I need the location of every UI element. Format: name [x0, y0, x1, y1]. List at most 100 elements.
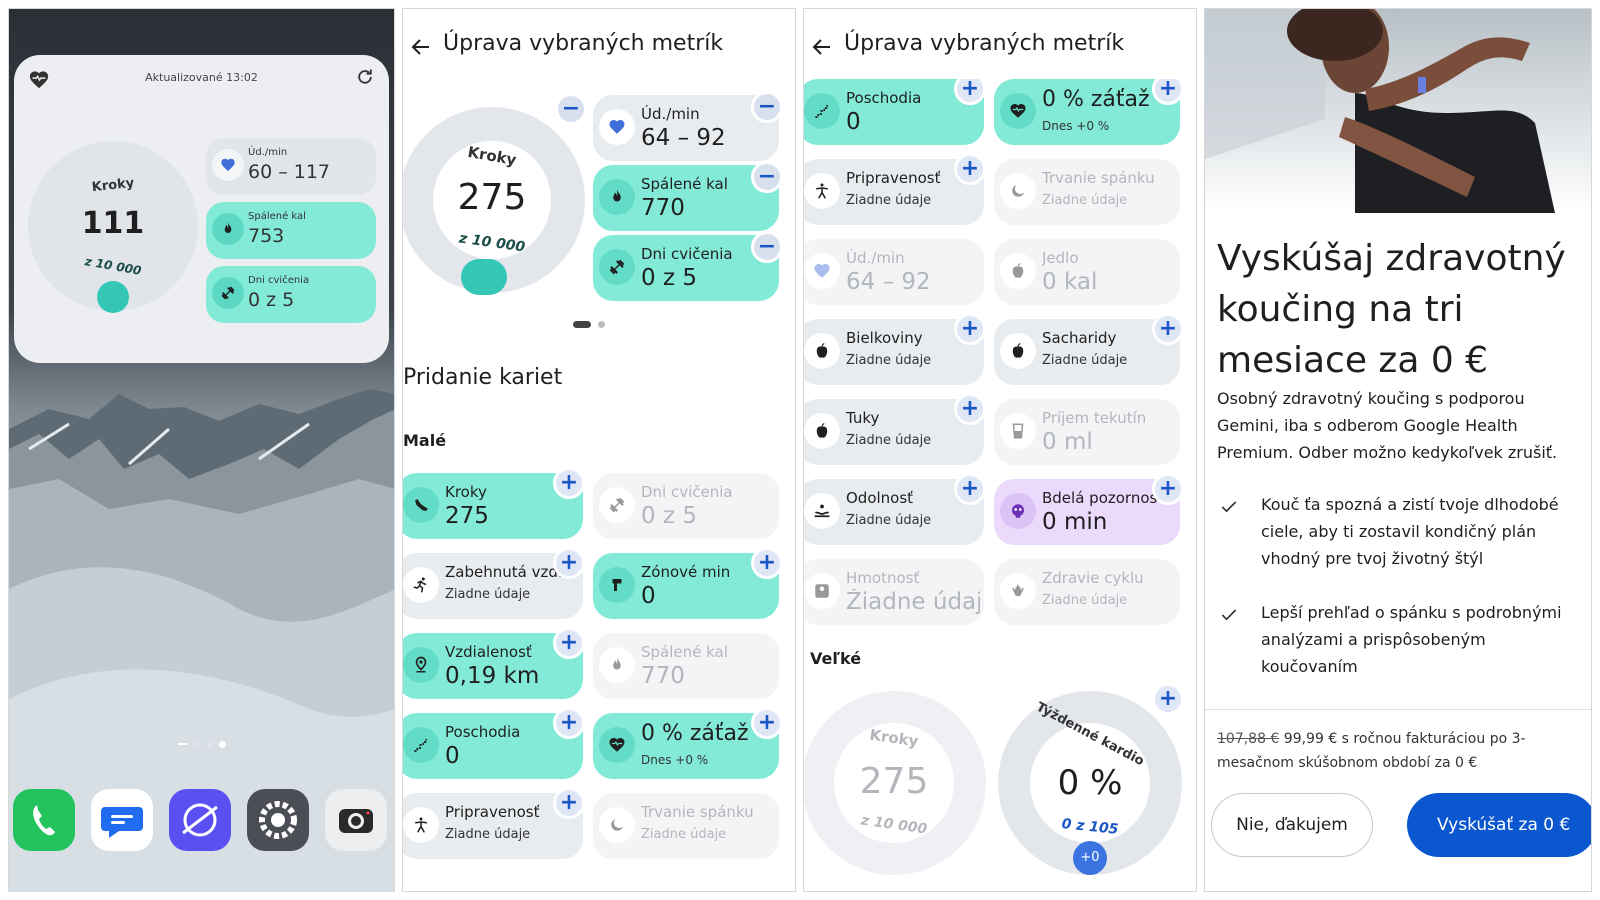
card-title: Spálené kal [641, 643, 728, 661]
card-subtitle: Žiadne údaje [846, 193, 932, 208]
add-big-card-weekly-cardio[interactable]: Týždenné kardio 0 % 0 z 105 +0 [998, 691, 1182, 875]
add-alertness-button[interactable]: + [1152, 473, 1184, 505]
card-title: Bielkoviny [846, 329, 923, 347]
add-zone-minutes-button[interactable]: + [751, 547, 783, 579]
steps-value: 275 [457, 177, 527, 218]
add-carbs-button[interactable]: + [1152, 313, 1184, 345]
fire-icon [599, 647, 635, 683]
apple-icon [804, 333, 840, 369]
add-card-carbs[interactable]: Sacharidy Žiadne údaje [994, 319, 1180, 385]
widget-card-exercise-days[interactable]: Dni cvičenia 0 z 5 [206, 266, 376, 323]
app-bar: Úprava vybraných metrík [804, 9, 1196, 79]
add-resilience-button[interactable]: + [954, 473, 986, 505]
widget-card-calories[interactable]: Spálené kal 753 [206, 202, 376, 259]
remove-calories-button[interactable]: − [751, 161, 783, 193]
card-title: Poschodia [846, 89, 922, 107]
fitness-widget[interactable]: Aktualizované 13:02 Kroky 111 z 10 000 Ú… [14, 55, 389, 363]
card-title: Vzdialenosť [445, 643, 532, 661]
add-card-alertness[interactable]: Bdelá pozornosť 0 min [994, 479, 1180, 545]
phone-app-icon[interactable] [13, 789, 75, 851]
card-title: Kroky [445, 483, 487, 501]
add-card-distance[interactable]: Vzdialenosť 0,19 km [403, 633, 583, 699]
card-title: Trvanie spánku [1042, 169, 1155, 187]
remove-exercise-days-button[interactable]: − [751, 231, 783, 263]
readiness-figure-icon [403, 807, 439, 843]
card-title: Odolnosť [846, 489, 914, 507]
add-weekly-cardio-button[interactable]: + [1152, 683, 1184, 715]
dumbbell-icon [212, 277, 244, 309]
add-floors-button[interactable]: + [553, 707, 585, 739]
drops-icon [1000, 573, 1036, 609]
add-card-exercise-days-disabled: Dni cvičenia 0 z 5 [593, 473, 779, 539]
add-readiness-button[interactable]: + [954, 153, 986, 185]
add-card-zone-minutes[interactable]: Zónové min 0 [593, 553, 779, 619]
add-card-run-distance[interactable]: Zabehnutá vzd. Žiadne údaje [403, 553, 583, 619]
camera-app-icon[interactable] [325, 789, 387, 851]
card-title: Jedlo [1042, 249, 1079, 267]
card-value: 64 – 92 [641, 125, 726, 151]
add-cardio-load-button[interactable]: + [751, 707, 783, 739]
moon-icon [599, 807, 635, 843]
card-value: 0 ml [1042, 429, 1093, 455]
card-value: 0 z 5 [641, 265, 697, 291]
add-card-cardio-load[interactable]: 0 % záťaž Dnes +0 % [593, 713, 779, 779]
heart-icon [212, 149, 244, 181]
steps-label: Kroky [91, 175, 135, 196]
section-title-add-cards: Pridanie kariet [403, 365, 563, 390]
widget-card-heart-rate[interactable]: Úd./min 60 – 117 [206, 138, 376, 195]
remove-heart-rate-button[interactable]: − [751, 91, 783, 123]
refresh-icon[interactable] [355, 67, 375, 87]
back-arrow-icon[interactable] [810, 35, 834, 59]
heart-pulse-icon [599, 727, 635, 763]
heart-icon [599, 109, 635, 145]
premium-promo-screen: Vyskúšaj zdravotný koučing na tri mesiac… [1204, 8, 1592, 892]
steps-ring[interactable]: Kroky 111 z 10 000 [28, 141, 198, 313]
back-arrow-icon[interactable] [409, 35, 433, 59]
app-dock [9, 789, 394, 851]
card-title: Úd./min [846, 249, 905, 267]
shoe-icon [403, 487, 439, 523]
card-title: Pripravenosť [445, 803, 540, 821]
divider [1205, 709, 1591, 710]
card-title: Úd./min [641, 105, 700, 123]
add-distance-button[interactable]: + [553, 627, 585, 659]
card-title: Dni cvičenia [248, 275, 310, 286]
selected-card-calories[interactable]: Spálené kal 770 [593, 165, 779, 231]
selected-card-exercise-days[interactable]: Dni cvičenia 0 z 5 [593, 235, 779, 301]
browser-app-icon[interactable] [169, 789, 231, 851]
decline-button[interactable]: Nie, ďakujem [1211, 793, 1373, 857]
selected-steps-ring[interactable]: Kroky 275 z 10 000 [403, 107, 585, 295]
app-bar: Úprava vybraných metrík [403, 9, 795, 79]
card-value: 770 [641, 663, 685, 689]
selected-card-heart-rate[interactable]: Úd./min 64 – 92 [593, 95, 779, 161]
card-title: Dni cvičenia [641, 245, 733, 263]
add-card-cardio-load[interactable]: 0 % záťaž Dnes +0 % [994, 79, 1180, 145]
card-subtitle: Žiadne údaje [445, 587, 531, 602]
card-title: Zabehnutá vzd. [445, 563, 563, 581]
card-value: 0 [846, 109, 861, 135]
card-title: 0 % záťaž [641, 721, 749, 746]
card-subtitle: Dnes +0 % [641, 753, 709, 767]
add-run-distance-button[interactable]: + [553, 547, 585, 579]
add-card-sleep-duration-disabled: Trvanie spánku Žiadne údaje [593, 793, 779, 859]
card-value: 770 [641, 195, 685, 221]
section-small: Malé [403, 431, 447, 450]
card-title: Sacharidy [1042, 329, 1117, 347]
card-value: 60 – 117 [248, 161, 331, 183]
add-readiness-button[interactable]: + [553, 787, 585, 819]
card-title: Bdelá pozornosť [1042, 489, 1164, 507]
remove-steps-button[interactable]: − [555, 93, 587, 125]
zone-icon [599, 567, 635, 603]
messages-app-icon[interactable] [91, 789, 153, 851]
settings-app-icon[interactable] [247, 789, 309, 851]
section-large: Veľké [810, 649, 862, 668]
add-protein-button[interactable]: + [954, 313, 986, 345]
card-title: Zónové min [641, 563, 731, 581]
add-steps-button[interactable]: + [553, 467, 585, 499]
edit-metrics-screen: Úprava vybraných metrík Kroky 275 z 10 0… [402, 8, 796, 892]
card-value: 753 [248, 225, 285, 247]
check-icon [1221, 501, 1237, 513]
card-subtitle: Žiadne údaje [1042, 193, 1128, 208]
try-free-button[interactable]: Vyskúšať za 0 € [1407, 793, 1591, 857]
add-fats-button[interactable]: + [954, 393, 986, 425]
